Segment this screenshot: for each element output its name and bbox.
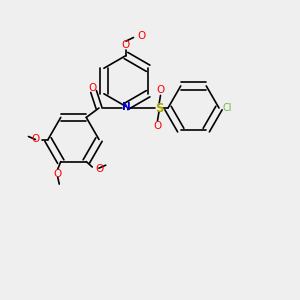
Text: O: O	[137, 31, 145, 41]
Text: S: S	[155, 101, 163, 115]
Text: O: O	[153, 121, 162, 131]
Text: O: O	[88, 83, 96, 93]
Text: Cl: Cl	[223, 103, 232, 113]
Text: O: O	[122, 40, 130, 50]
Text: O: O	[31, 134, 40, 144]
Text: O: O	[95, 164, 104, 174]
Text: O: O	[54, 169, 62, 178]
Text: N: N	[122, 101, 130, 112]
Text: O: O	[156, 85, 165, 95]
